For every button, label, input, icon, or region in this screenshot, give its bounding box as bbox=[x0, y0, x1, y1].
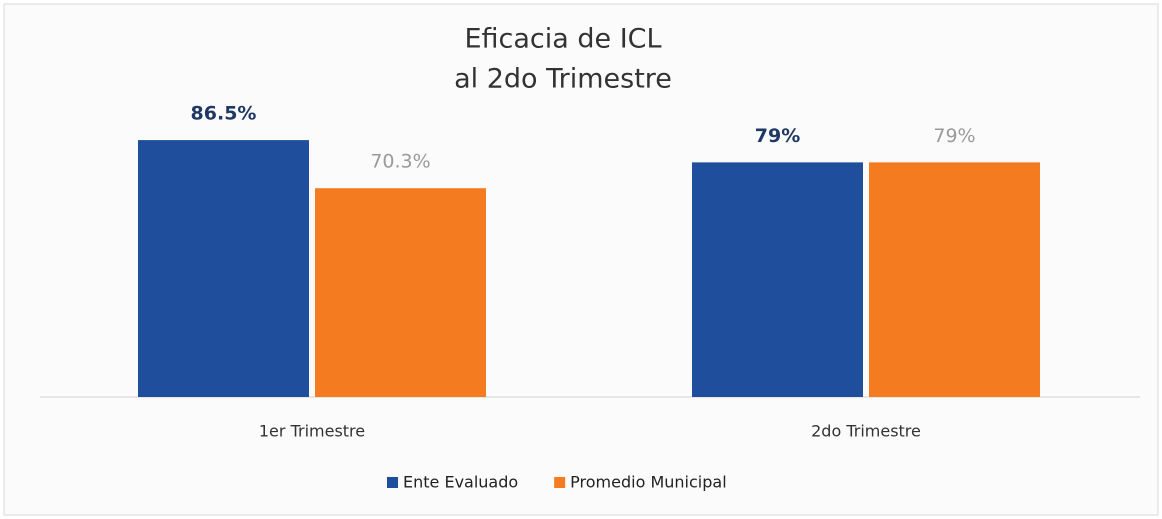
legend-swatch bbox=[387, 477, 398, 488]
legend-label: Ente Evaluado bbox=[403, 473, 518, 492]
value-label: 79% bbox=[933, 125, 975, 147]
legend-swatch bbox=[554, 477, 566, 488]
bar bbox=[315, 188, 486, 397]
bar bbox=[138, 140, 309, 397]
chart-title: Eficacia de ICL bbox=[464, 24, 661, 55]
x-tick-label: 2do Trimestre bbox=[811, 422, 921, 441]
legend-label: Promedio Municipal bbox=[570, 473, 726, 492]
chart-title: al 2do Trimestre bbox=[454, 64, 672, 95]
value-label: 86.5% bbox=[191, 103, 257, 125]
x-tick-label: 1er Trimestre bbox=[259, 422, 365, 441]
bar bbox=[869, 162, 1040, 397]
value-label: 79% bbox=[755, 125, 800, 147]
value-label: 70.3% bbox=[370, 151, 430, 173]
bar bbox=[692, 162, 863, 397]
